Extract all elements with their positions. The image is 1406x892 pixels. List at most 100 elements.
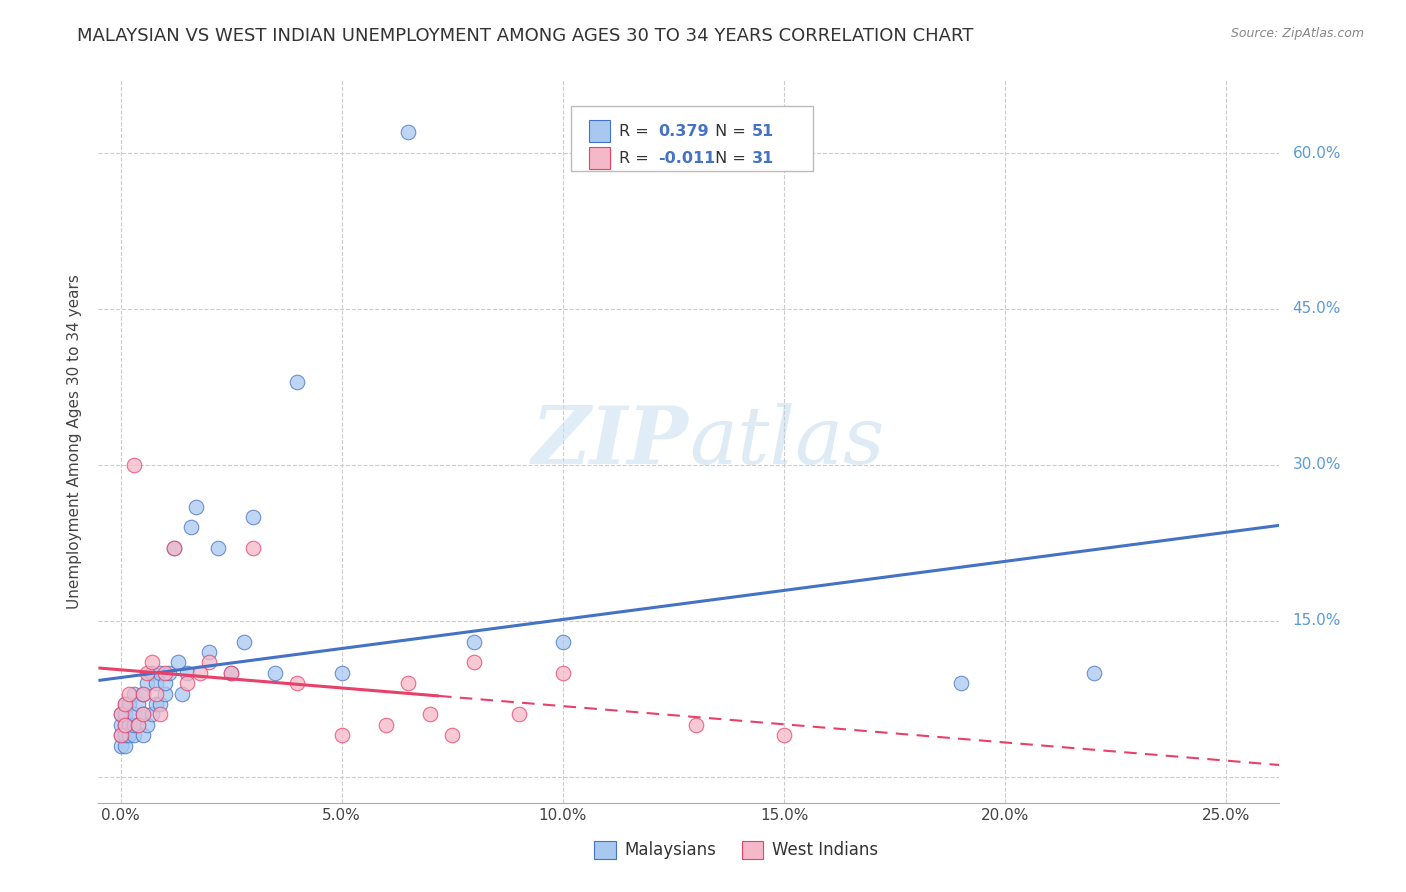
Point <box>330 728 353 742</box>
FancyBboxPatch shape <box>571 105 813 170</box>
Point <box>122 458 145 472</box>
Point <box>118 718 141 732</box>
Point <box>396 676 419 690</box>
Point <box>167 656 190 670</box>
Point <box>153 676 176 690</box>
Point <box>330 665 353 680</box>
Point <box>114 697 136 711</box>
Bar <box>589 147 610 169</box>
Text: 0.379: 0.379 <box>658 124 709 138</box>
Point <box>110 739 132 753</box>
Point <box>219 665 242 680</box>
Bar <box>595 841 616 859</box>
Text: -0.011: -0.011 <box>658 151 716 166</box>
Point <box>287 375 309 389</box>
Text: West Indians: West Indians <box>772 841 877 859</box>
Point <box>176 665 198 680</box>
Point <box>145 697 167 711</box>
Point <box>149 707 172 722</box>
Point <box>551 665 574 680</box>
Point <box>110 707 132 722</box>
Point <box>141 665 163 680</box>
Point <box>264 665 287 680</box>
Text: Malaysians: Malaysians <box>624 841 716 859</box>
Point <box>242 541 264 555</box>
Point <box>242 509 264 524</box>
Point <box>176 676 198 690</box>
Text: atlas: atlas <box>689 403 884 480</box>
Point <box>508 707 530 722</box>
Point <box>141 656 163 670</box>
Point <box>131 707 153 722</box>
Point <box>131 707 153 722</box>
Point <box>114 739 136 753</box>
Point <box>551 634 574 648</box>
Point <box>233 634 256 648</box>
Text: R =: R = <box>619 124 654 138</box>
Point <box>162 541 184 555</box>
Y-axis label: Unemployment Among Ages 30 to 34 years: Unemployment Among Ages 30 to 34 years <box>67 274 83 609</box>
Point <box>127 697 149 711</box>
Point <box>136 665 159 680</box>
Point <box>118 687 141 701</box>
Point <box>141 707 163 722</box>
Point <box>396 125 419 139</box>
Point <box>131 728 153 742</box>
Text: N =: N = <box>710 124 751 138</box>
Text: 31: 31 <box>752 151 773 166</box>
Point <box>157 665 180 680</box>
Point <box>122 728 145 742</box>
Text: 15.0%: 15.0% <box>1292 614 1341 628</box>
Point <box>110 728 132 742</box>
Point <box>773 728 796 742</box>
Point <box>685 718 707 732</box>
Point <box>374 718 396 732</box>
Point <box>122 707 145 722</box>
Point <box>162 541 184 555</box>
Point <box>219 665 242 680</box>
Bar <box>589 120 610 142</box>
Point <box>145 676 167 690</box>
Bar <box>742 841 763 859</box>
Text: ZIP: ZIP <box>531 403 689 480</box>
Text: 51: 51 <box>752 124 773 138</box>
Point <box>131 687 153 701</box>
Point <box>114 718 136 732</box>
Point <box>114 707 136 722</box>
Text: 60.0%: 60.0% <box>1292 145 1341 161</box>
Point <box>114 697 136 711</box>
Point <box>122 718 145 732</box>
Point <box>180 520 202 534</box>
Point <box>110 707 132 722</box>
Point <box>110 728 132 742</box>
Point <box>153 687 176 701</box>
Point <box>949 676 972 690</box>
Point <box>110 718 132 732</box>
Point <box>136 718 159 732</box>
Point <box>188 665 211 680</box>
Text: N =: N = <box>710 151 751 166</box>
Point <box>198 656 221 670</box>
Text: MALAYSIAN VS WEST INDIAN UNEMPLOYMENT AMONG AGES 30 TO 34 YEARS CORRELATION CHAR: MALAYSIAN VS WEST INDIAN UNEMPLOYMENT AM… <box>77 27 974 45</box>
Point <box>1083 665 1105 680</box>
Point <box>114 718 136 732</box>
Point <box>441 728 464 742</box>
Point <box>463 634 485 648</box>
Point <box>149 697 172 711</box>
Point <box>184 500 207 514</box>
Point <box>127 718 149 732</box>
Text: 45.0%: 45.0% <box>1292 301 1341 317</box>
Point <box>118 697 141 711</box>
Point <box>145 687 167 701</box>
Point <box>287 676 309 690</box>
Point <box>114 728 136 742</box>
Point <box>131 687 153 701</box>
Point <box>122 687 145 701</box>
Point <box>127 718 149 732</box>
Point <box>198 645 221 659</box>
Point <box>153 665 176 680</box>
Point <box>207 541 229 555</box>
Point <box>419 707 441 722</box>
Point <box>463 656 485 670</box>
Point <box>118 728 141 742</box>
